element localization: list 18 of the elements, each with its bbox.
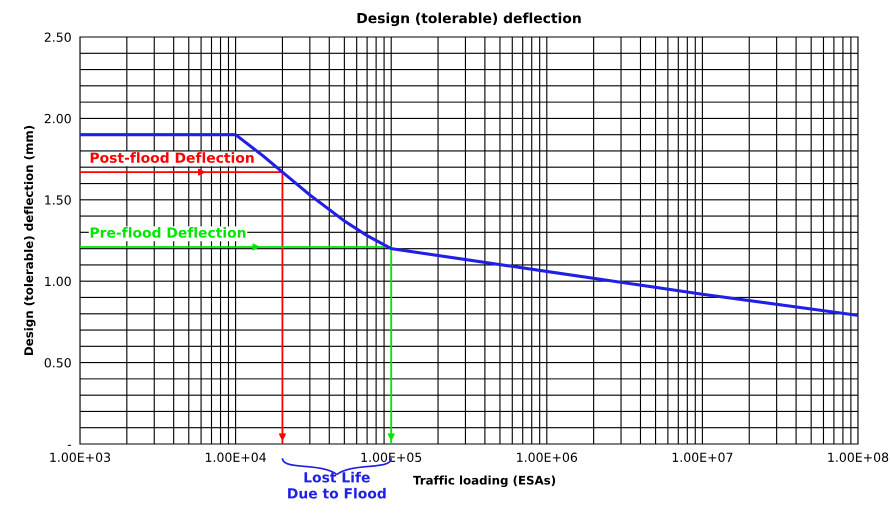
chart-title: Design (tolerable) deflection bbox=[358, 12, 581, 26]
y-tick-label: 1.00 bbox=[45, 276, 71, 286]
x-tick-label: 1.00E+03 bbox=[50, 452, 110, 462]
x-tick-label: 1.00E+04 bbox=[206, 452, 266, 462]
x-tick-label: 1.00E+07 bbox=[672, 452, 732, 462]
y-tick-label: 1.50 bbox=[45, 195, 71, 205]
series-label: Pre-flood Deflection bbox=[90, 227, 246, 238]
x-tick-label: 1.00E+08 bbox=[828, 452, 888, 462]
y-axis-title: Design (tolerable) deflection (mm) bbox=[24, 126, 36, 356]
x-tick-label: 1.00E+05 bbox=[362, 452, 422, 462]
y-tick-label: - bbox=[68, 444, 72, 446]
y-tick-label: 2.50 bbox=[44, 32, 71, 42]
series-label: Post-flood Deflection bbox=[90, 152, 254, 163]
x-axis-title: Traffic loading (ESAs) bbox=[413, 476, 556, 488]
y-tick-label: 0.50 bbox=[44, 358, 71, 368]
x-tick-label: 1.00E+06 bbox=[517, 452, 578, 462]
text: Lost Life Due to Flood bbox=[288, 472, 386, 499]
y-tick-label: 2.00 bbox=[44, 114, 71, 124]
